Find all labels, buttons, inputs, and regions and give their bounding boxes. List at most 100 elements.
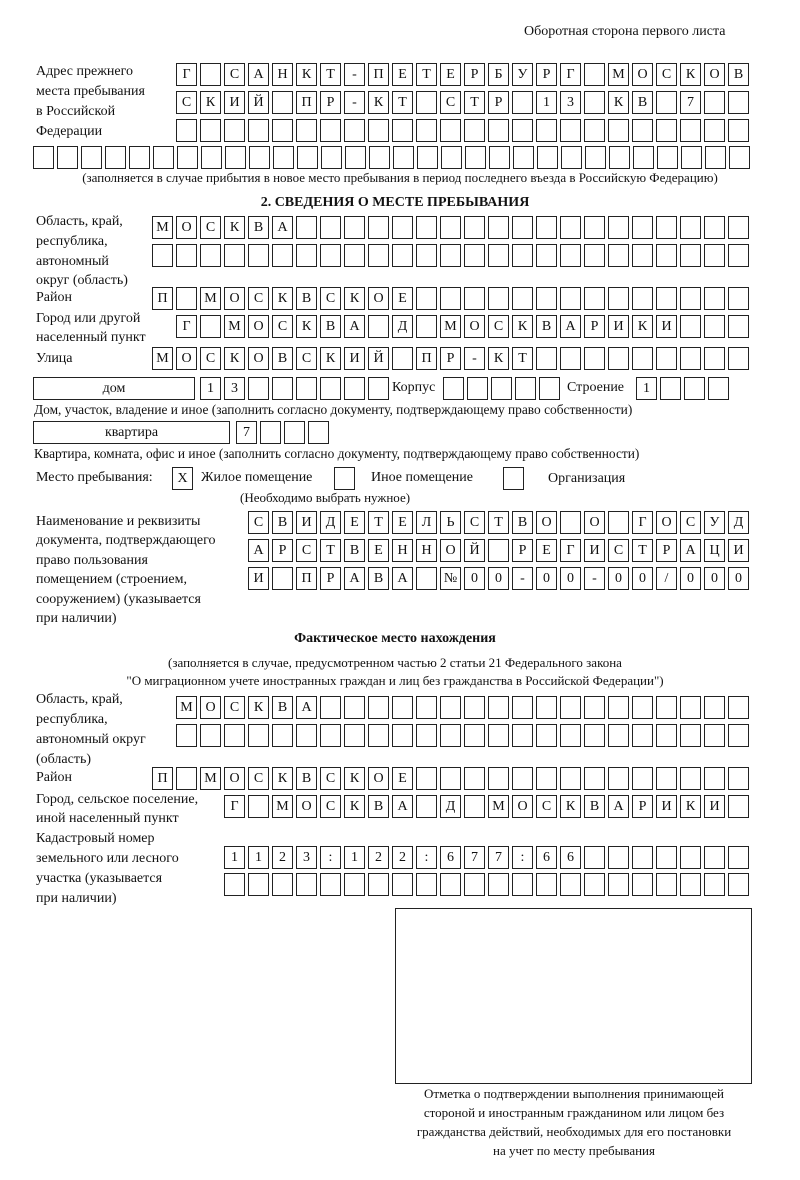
char-cell[interactable] — [561, 146, 582, 169]
char-cell[interactable] — [272, 244, 293, 267]
char-cell[interactable] — [536, 119, 557, 142]
char-cell[interactable] — [608, 216, 629, 239]
char-cell[interactable] — [656, 244, 677, 267]
char-cell[interactable]: П — [152, 287, 173, 310]
char-cell[interactable]: В — [368, 567, 389, 590]
char-cell[interactable] — [536, 724, 557, 747]
char-cell[interactable]: А — [296, 696, 317, 719]
char-cell[interactable]: Т — [416, 63, 437, 86]
char-cell[interactable] — [224, 873, 245, 896]
char-cell[interactable]: О — [368, 287, 389, 310]
char-cell[interactable]: И — [704, 795, 725, 818]
char-cell[interactable] — [440, 696, 461, 719]
char-cell[interactable] — [416, 567, 437, 590]
char-cell[interactable]: П — [152, 767, 173, 790]
char-cell[interactable] — [273, 146, 294, 169]
char-cell[interactable] — [680, 244, 701, 267]
char-cell[interactable] — [608, 724, 629, 747]
char-cell[interactable]: О — [656, 511, 677, 534]
char-cell[interactable]: О — [440, 539, 461, 562]
char-cell[interactable] — [248, 724, 269, 747]
char-cell[interactable] — [584, 216, 605, 239]
char-cell[interactable]: К — [680, 795, 701, 818]
char-cell[interactable]: М — [200, 287, 221, 310]
char-cell[interactable] — [704, 244, 725, 267]
char-cell[interactable]: Р — [536, 63, 557, 86]
char-cell[interactable] — [512, 767, 533, 790]
char-cell[interactable] — [584, 696, 605, 719]
char-cell[interactable] — [608, 244, 629, 267]
char-cell[interactable] — [608, 696, 629, 719]
char-cell[interactable] — [515, 377, 536, 400]
char-cell[interactable] — [57, 146, 78, 169]
char-cell[interactable] — [105, 146, 126, 169]
char-cell[interactable]: К — [272, 767, 293, 790]
char-cell[interactable]: С — [680, 511, 701, 534]
char-cell[interactable]: О — [704, 63, 725, 86]
char-cell[interactable]: 0 — [536, 567, 557, 590]
char-cell[interactable] — [680, 724, 701, 747]
char-cell[interactable]: 1 — [200, 377, 221, 400]
char-cell[interactable]: М — [176, 696, 197, 719]
char-cell[interactable] — [344, 873, 365, 896]
char-cell[interactable]: С — [440, 91, 461, 114]
char-cell[interactable] — [224, 119, 245, 142]
char-cell[interactable] — [488, 216, 509, 239]
char-cell[interactable] — [464, 696, 485, 719]
char-cell[interactable] — [705, 146, 726, 169]
char-cell[interactable] — [440, 119, 461, 142]
char-cell[interactable] — [368, 119, 389, 142]
char-cell[interactable] — [560, 216, 581, 239]
char-cell[interactable] — [440, 244, 461, 267]
char-cell[interactable] — [176, 767, 197, 790]
char-cell[interactable]: 0 — [488, 567, 509, 590]
char-cell[interactable] — [416, 119, 437, 142]
char-cell[interactable]: В — [368, 795, 389, 818]
char-cell[interactable]: Р — [656, 539, 677, 562]
char-cell[interactable] — [512, 244, 533, 267]
char-cell[interactable]: К — [632, 315, 653, 338]
char-cell[interactable] — [584, 244, 605, 267]
char-cell[interactable] — [153, 146, 174, 169]
char-cell[interactable]: К — [368, 91, 389, 114]
char-cell[interactable]: 1 — [248, 846, 269, 869]
char-cell[interactable]: С — [656, 63, 677, 86]
char-cell[interactable]: Д — [440, 795, 461, 818]
char-cell[interactable] — [704, 91, 725, 114]
char-cell[interactable]: Р — [464, 63, 485, 86]
char-cell[interactable] — [680, 119, 701, 142]
char-cell[interactable]: С — [200, 216, 221, 239]
char-cell[interactable] — [537, 146, 558, 169]
char-cell[interactable]: М — [272, 795, 293, 818]
char-cell[interactable]: А — [560, 315, 581, 338]
char-cell[interactable] — [321, 146, 342, 169]
char-cell[interactable]: Й — [464, 539, 485, 562]
char-cell[interactable] — [416, 287, 437, 310]
char-cell[interactable] — [728, 244, 749, 267]
char-cell[interactable] — [512, 287, 533, 310]
char-cell[interactable] — [657, 146, 678, 169]
char-cell[interactable]: К — [272, 287, 293, 310]
char-cell[interactable] — [369, 146, 390, 169]
char-cell[interactable]: 6 — [560, 846, 581, 869]
char-cell[interactable] — [467, 377, 488, 400]
char-cell[interactable] — [684, 377, 705, 400]
char-cell[interactable] — [491, 377, 512, 400]
char-cell[interactable] — [200, 315, 221, 338]
char-cell[interactable]: В — [344, 539, 365, 562]
char-cell[interactable]: И — [608, 315, 629, 338]
char-cell[interactable]: : — [416, 846, 437, 869]
char-cell[interactable] — [417, 146, 438, 169]
char-cell[interactable]: 7 — [236, 421, 257, 444]
char-cell[interactable]: 3 — [224, 377, 245, 400]
char-cell[interactable]: О — [176, 347, 197, 370]
char-cell[interactable]: 2 — [272, 846, 293, 869]
char-cell[interactable]: К — [224, 216, 245, 239]
char-cell[interactable]: О — [584, 511, 605, 534]
char-cell[interactable] — [632, 347, 653, 370]
char-cell[interactable] — [656, 347, 677, 370]
char-cell[interactable]: 2 — [392, 846, 413, 869]
char-cell[interactable] — [608, 119, 629, 142]
char-cell[interactable]: М — [152, 347, 173, 370]
char-cell[interactable] — [560, 347, 581, 370]
